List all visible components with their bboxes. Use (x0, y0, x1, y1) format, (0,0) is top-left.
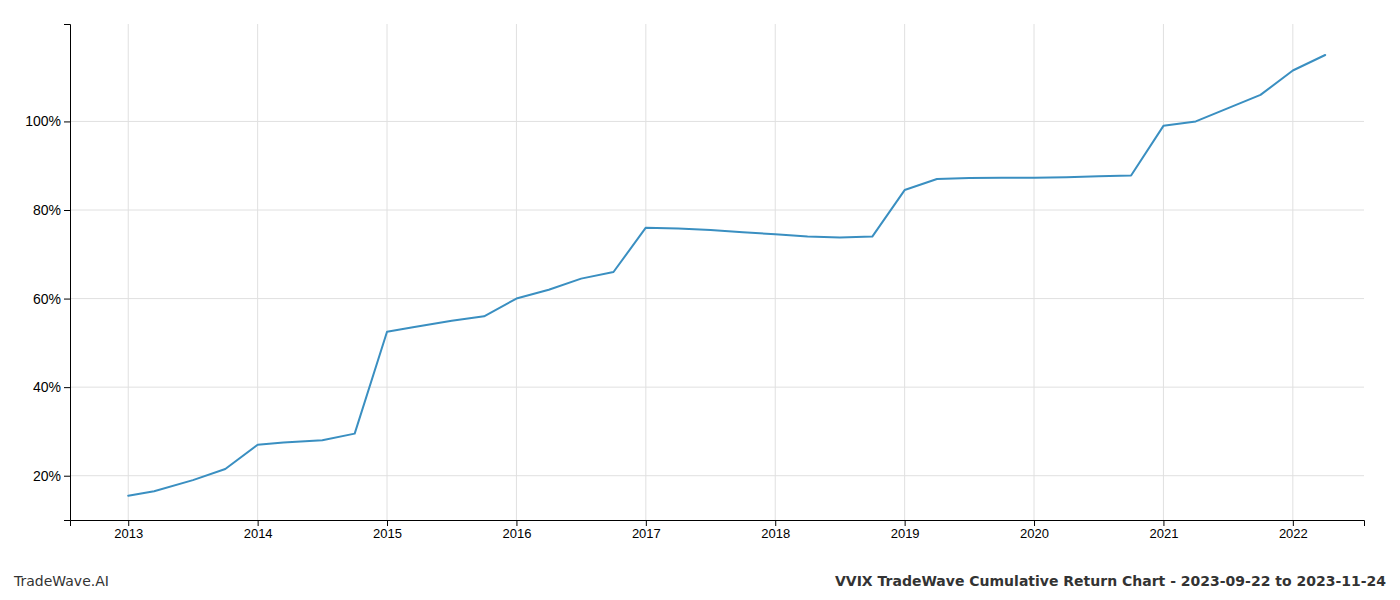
grid-line (70, 475, 1364, 476)
x-tick: 2016 (502, 520, 531, 541)
y-tick: 80% (33, 202, 70, 218)
x-axis-line (71, 521, 1365, 527)
grid-line (1034, 24, 1035, 520)
grid-line (1292, 24, 1293, 520)
y-axis: 20% 40% 60% 80% 100% (25, 25, 70, 521)
y-tick-mark (64, 387, 70, 388)
y-tick: 60% (33, 291, 70, 307)
grid-line (645, 24, 646, 520)
y-tick-label: 60% (33, 291, 61, 307)
y-tick: 40% (33, 379, 70, 395)
grid-line (70, 121, 1364, 122)
grid-line (775, 24, 776, 520)
grid-line (70, 210, 1364, 211)
chart: 2013 2014 2015 2016 2017 2018 2019 2020 2021 2022… (0, 0, 1400, 600)
grid-line (904, 24, 905, 520)
y-tick-mark (64, 121, 70, 122)
x-tick-mark (258, 520, 259, 526)
x-tick-label: 2015 (373, 526, 402, 541)
x-tick-mark (128, 520, 129, 526)
x-tick: 2017 (632, 520, 661, 541)
y-tick-mark (64, 476, 70, 477)
x-tick-mark (646, 520, 647, 526)
x-tick-mark (1034, 520, 1035, 526)
x-tick: 2018 (761, 520, 790, 541)
grid-line (70, 298, 1364, 299)
y-tick-label: 80% (33, 202, 61, 218)
watermark: TradeWave.AI (13, 573, 109, 589)
y-tick-mark (64, 210, 70, 211)
line (128, 55, 1325, 496)
x-tick: 2020 (1020, 520, 1049, 541)
x-tick-mark (516, 520, 517, 526)
x-tick: 2019 (891, 520, 920, 541)
marks (128, 55, 1325, 496)
y-tick-label: 40% (33, 379, 61, 395)
x-tick: 2022 (1279, 520, 1308, 541)
y-axis-line (64, 25, 71, 521)
y-tick: 100% (25, 113, 70, 129)
y-tick: 20% (33, 468, 70, 484)
x-tick-label: 2022 (1279, 526, 1308, 541)
x-axis: 2013 2014 2015 2016 2017 2018 2019 2020 2021 2022 (71, 520, 1365, 541)
x-tick-mark (387, 520, 388, 526)
grid-line (387, 24, 388, 520)
grid-line (128, 24, 129, 520)
grid-line (516, 24, 517, 520)
x-tick-label: 2013 (114, 526, 143, 541)
grid (70, 24, 1364, 520)
x-tick: 2014 (244, 520, 273, 541)
x-tick-label: 2021 (1149, 526, 1178, 541)
grid-line (1163, 24, 1164, 520)
x-tick-mark (905, 520, 906, 526)
y-tick-mark (64, 299, 70, 300)
x-tick-label: 2014 (244, 526, 273, 541)
x-tick-label: 2016 (502, 526, 531, 541)
x-tick-mark (775, 520, 776, 526)
x-tick-label: 2020 (1020, 526, 1049, 541)
title: VVIX TradeWave Cumulative Return Chart -… (835, 573, 1386, 589)
x-tick: 2015 (373, 520, 402, 541)
x-tick-mark (1293, 520, 1294, 526)
y-tick-label: 20% (33, 468, 61, 484)
plot: 2013 2014 2015 2016 2017 2018 2019 2020 2021 2022… (25, 24, 1364, 541)
x-tick-label: 2018 (761, 526, 790, 541)
x-tick-mark (1163, 520, 1164, 526)
x-tick: 2021 (1149, 520, 1178, 541)
x-tick-label: 2017 (632, 526, 661, 541)
y-tick-label: 100% (25, 113, 61, 129)
x-tick-label: 2019 (891, 526, 920, 541)
x-tick: 2013 (114, 520, 143, 541)
grid-line (70, 387, 1364, 388)
